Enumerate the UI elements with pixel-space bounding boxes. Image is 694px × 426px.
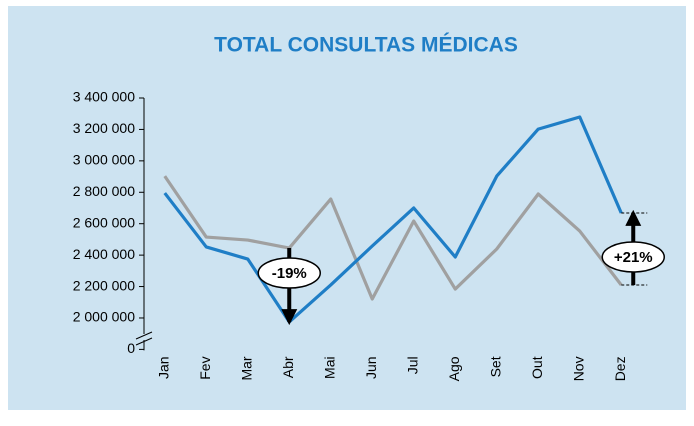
annotation: -19% <box>272 265 307 282</box>
line-series <box>163 115 623 324</box>
x-tick-label: Fev <box>197 356 213 379</box>
x-tick-label: Set <box>487 356 503 377</box>
x-tick-label: Out <box>529 356 545 379</box>
annotation-bubble <box>601 241 665 273</box>
x-tick-label: Ago <box>446 356 462 381</box>
chart-title: TOTAL CONSULTAS MÉDICAS <box>214 34 518 57</box>
y-tick-label: 2 200 000 <box>73 277 135 293</box>
y-tick-label: 3 200 000 <box>73 120 135 136</box>
axis-break <box>135 331 153 340</box>
x-tick-label: Mar <box>238 356 254 380</box>
x-tick-label: Abr <box>280 356 296 378</box>
y-tick-label: 2 000 000 <box>73 309 135 325</box>
annotation-bubble <box>257 257 321 289</box>
y-tick-label: 2 400 000 <box>73 246 135 262</box>
y-tick-label: 0 <box>127 340 135 356</box>
x-tick-label: Dez <box>612 356 628 381</box>
annotation: +21% <box>614 249 653 266</box>
x-tick-label: Jan <box>155 356 171 379</box>
x-tick-label: Jul <box>404 356 420 374</box>
y-tick-label: 3 000 000 <box>73 152 135 168</box>
y-tick-label: 2 800 000 <box>73 183 135 199</box>
chart-background <box>8 6 686 410</box>
line-series <box>163 175 623 301</box>
y-tick-label: 2 600 000 <box>73 214 135 230</box>
axis-break <box>135 337 153 346</box>
x-tick-label: Jun <box>363 356 379 379</box>
x-tick-label: Nov <box>570 356 586 381</box>
x-tick-label: Mai <box>321 356 337 379</box>
y-tick-label: 3 400 000 <box>73 89 135 105</box>
axis-break-gap <box>136 334 152 340</box>
